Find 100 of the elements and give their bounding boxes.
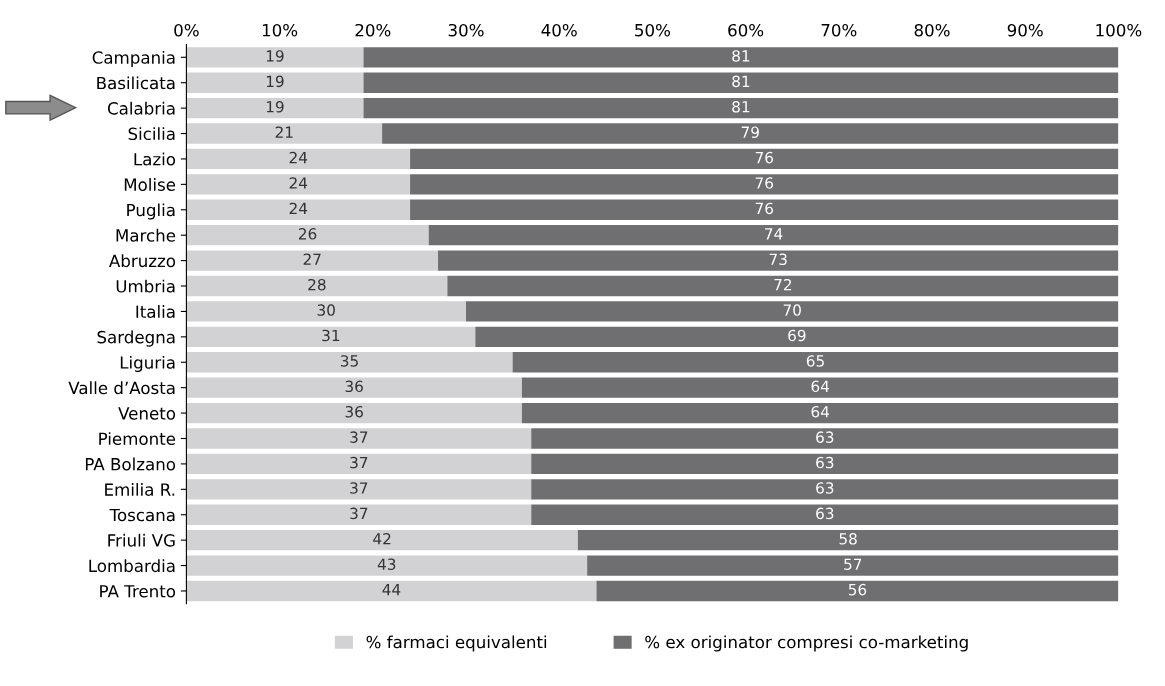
x-tick-label: 100% bbox=[1096, 23, 1142, 37]
data-label: 76 bbox=[755, 202, 773, 215]
bar bbox=[363, 47, 1119, 68]
x-tick-label: 90% bbox=[1007, 23, 1043, 37]
bar bbox=[186, 72, 364, 93]
y-tick-label: Lazio bbox=[134, 152, 176, 166]
bar bbox=[531, 428, 1119, 449]
data-label: 65 bbox=[806, 355, 824, 367]
data-label: 28 bbox=[308, 278, 326, 291]
bar bbox=[410, 174, 1119, 195]
y-tick-label: Sicilia bbox=[128, 127, 175, 141]
data-label: 81 bbox=[732, 101, 750, 113]
data-label: 73 bbox=[769, 253, 787, 266]
bar bbox=[186, 428, 532, 449]
data-label: 27 bbox=[303, 253, 321, 265]
bar bbox=[521, 402, 1119, 424]
y-tick-label: Campania bbox=[92, 50, 175, 68]
bar bbox=[186, 580, 597, 602]
data-label: 24 bbox=[289, 202, 308, 214]
y-tick-label: PA Bolzano bbox=[85, 457, 176, 471]
y-tick-label: Sardegna bbox=[97, 330, 175, 347]
bar bbox=[363, 97, 1119, 119]
data-label: 63 bbox=[816, 456, 834, 469]
x-tick-label: 60% bbox=[728, 23, 764, 37]
bar bbox=[186, 555, 588, 576]
data-label: 76 bbox=[755, 177, 773, 189]
data-label: 37 bbox=[350, 507, 368, 520]
data-label: 79 bbox=[741, 126, 759, 138]
legend-label: % ex originator compresi co-marketing bbox=[645, 635, 968, 652]
y-tick-label: Friuli VG bbox=[108, 533, 175, 547]
bar bbox=[596, 580, 1119, 602]
bar bbox=[186, 275, 448, 297]
data-label: 58 bbox=[839, 533, 857, 545]
x-tick-label: 40% bbox=[541, 23, 577, 37]
bar bbox=[186, 504, 532, 525]
data-label: 76 bbox=[755, 151, 773, 164]
y-tick-label: Emilia R. bbox=[105, 482, 175, 496]
data-label: 81 bbox=[732, 50, 750, 62]
data-label: 74 bbox=[765, 228, 783, 240]
bar bbox=[531, 453, 1119, 475]
data-label: 63 bbox=[816, 507, 834, 520]
bar bbox=[531, 504, 1119, 525]
bar bbox=[186, 225, 429, 246]
bar bbox=[186, 529, 578, 551]
bar bbox=[363, 72, 1119, 93]
data-label: 44 bbox=[382, 584, 401, 596]
bar bbox=[587, 555, 1119, 576]
bar bbox=[466, 301, 1119, 322]
x-tick-label: 20% bbox=[355, 23, 391, 37]
x-tick-label: 50% bbox=[635, 23, 670, 37]
bar bbox=[428, 225, 1119, 246]
bar bbox=[410, 199, 1119, 220]
data-label: 81 bbox=[732, 75, 750, 88]
data-label: 21 bbox=[275, 126, 293, 138]
y-tick-label: Molise bbox=[124, 178, 176, 191]
data-label: 19 bbox=[266, 101, 284, 113]
bar bbox=[186, 148, 411, 170]
bar bbox=[186, 402, 522, 424]
y-tick-label: Italia bbox=[136, 305, 175, 318]
bar bbox=[531, 479, 1119, 500]
bar bbox=[186, 250, 439, 271]
bar bbox=[382, 123, 1119, 144]
data-label: 37 bbox=[350, 456, 368, 469]
y-tick-label: Marche bbox=[116, 228, 176, 242]
bar bbox=[577, 529, 1119, 551]
data-label: 37 bbox=[350, 431, 368, 443]
data-label: 64 bbox=[811, 380, 830, 393]
data-label: 56 bbox=[848, 583, 867, 596]
bar bbox=[186, 479, 532, 500]
bar bbox=[475, 326, 1119, 348]
y-tick-label: PA Trento bbox=[100, 585, 176, 598]
bar bbox=[186, 199, 411, 220]
x-tick-label: 80% bbox=[914, 23, 950, 37]
data-label: 31 bbox=[322, 329, 340, 342]
data-label: 26 bbox=[298, 228, 317, 240]
data-label: 43 bbox=[377, 558, 396, 570]
bar bbox=[186, 301, 466, 322]
bar bbox=[186, 97, 364, 119]
y-tick-label: Basilicata bbox=[97, 76, 175, 90]
y-tick-label: Veneto bbox=[118, 407, 176, 420]
y-tick-label: Lombardia bbox=[89, 559, 175, 573]
x-tick-label: 70% bbox=[821, 23, 857, 37]
data-label: 69 bbox=[788, 329, 806, 342]
x-tick-label: 10% bbox=[262, 23, 298, 37]
y-tick-label: Liguria bbox=[120, 355, 175, 373]
y-tick-label: Umbria bbox=[116, 279, 175, 293]
bar bbox=[186, 326, 476, 348]
data-label: 63 bbox=[816, 482, 834, 494]
data-label: 19 bbox=[266, 50, 284, 62]
bar bbox=[186, 47, 364, 68]
data-label: 36 bbox=[345, 405, 363, 418]
bar bbox=[186, 453, 532, 475]
bar bbox=[186, 377, 522, 398]
data-label: 57 bbox=[844, 558, 862, 570]
legend-label: % farmaci equivalenti bbox=[366, 635, 547, 652]
bar bbox=[186, 174, 411, 195]
bar bbox=[512, 352, 1119, 373]
data-label: 64 bbox=[811, 405, 830, 418]
data-label: 36 bbox=[345, 380, 363, 393]
data-label: 24 bbox=[289, 177, 308, 189]
